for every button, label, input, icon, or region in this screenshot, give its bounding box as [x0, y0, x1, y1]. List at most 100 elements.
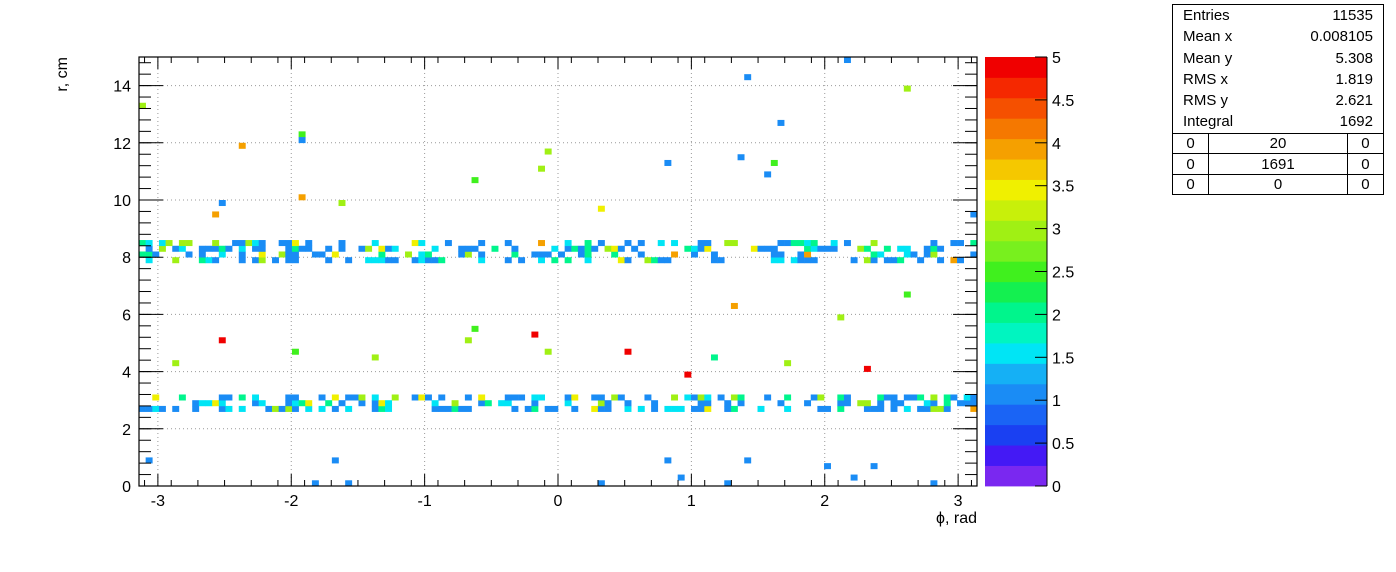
heatmap-cell [298, 245, 306, 252]
stats-row: Mean x 0.008105 [1173, 26, 1383, 47]
stats-cell: 0 [1208, 173, 1348, 195]
heatmap-cell [697, 400, 705, 407]
heatmap-cell [870, 405, 878, 412]
heatmap-cell [544, 348, 552, 355]
palette-swatch [985, 343, 1047, 364]
stats-cell: 20 [1208, 133, 1348, 155]
heatmap-cell [870, 240, 878, 247]
heatmap-cell [218, 405, 226, 412]
palette-tick-label: 5 [1052, 50, 1061, 67]
heatmap-cell [305, 245, 313, 252]
heatmap-cell [385, 245, 393, 252]
heatmap-cell [744, 457, 752, 464]
heatmap-cell [870, 251, 878, 258]
heatmap-cell [611, 245, 619, 252]
heatmap-cell [923, 245, 931, 252]
y-tick-label: 0 [122, 479, 131, 496]
heatmap-cell [418, 394, 426, 401]
heatmap-cell [158, 405, 166, 412]
heatmap-cell [531, 405, 539, 412]
heatmap-cell [691, 394, 698, 401]
heatmap-cell [172, 405, 180, 412]
heatmap-cell [804, 245, 812, 252]
heatmap-cell [225, 394, 233, 401]
heatmap-cell [564, 257, 572, 264]
heatmap-cell [890, 400, 898, 407]
heatmap-cell [358, 245, 366, 252]
palette-swatch [985, 138, 1047, 160]
heatmap-cell [145, 240, 153, 247]
y-axis: 0 2 4 6 8 10 12 14 [113, 62, 977, 496]
heatmap-cell [305, 240, 313, 247]
heatmap-cell [730, 394, 738, 401]
stats-box: Entries 11535 Mean x 0.008105 Mean y 5.308 … [1172, 4, 1384, 196]
heatmap-cell [338, 245, 346, 252]
heatmap-cell [371, 394, 379, 401]
heatmap-cell [897, 257, 905, 264]
heatmap-cell [604, 405, 612, 412]
heatmap-cell [597, 394, 605, 401]
heatmap-cell [252, 400, 260, 407]
heatmap-cell [903, 85, 911, 92]
heatmap-cell [464, 251, 472, 258]
palette-tick-label: 0.5 [1052, 436, 1074, 453]
heatmap-cell [631, 245, 639, 252]
heatmap-cell [378, 400, 386, 407]
heatmap-cell [664, 457, 672, 464]
heatmap-cell [817, 405, 825, 412]
heatmap-cell [458, 245, 466, 252]
heatmap-cell [784, 394, 792, 401]
x-axis: -3 -2 -1 0 1 2 3 [144, 57, 972, 510]
stats-value: 2.621 [1335, 92, 1373, 110]
heatmap-cell [903, 245, 911, 252]
heatmap-cell [238, 394, 246, 401]
heatmap-cell [770, 257, 778, 264]
heatmap-cell [291, 348, 299, 355]
palette-swatch [985, 200, 1047, 221]
heatmap-cell [890, 405, 898, 412]
palette-tick-label: 0 [1052, 479, 1061, 496]
heatmap-cell [252, 394, 260, 401]
heatmap-cell [604, 245, 612, 252]
heatmap-cell [577, 251, 585, 258]
heatmap-cell [139, 102, 146, 109]
heatmap-cell [671, 251, 679, 258]
heatmap-cell [923, 400, 931, 407]
heatmap-cell [391, 394, 399, 401]
heatmap-cell [624, 405, 632, 412]
heatmap-cell [371, 354, 379, 361]
stats-cell: 1691 [1208, 153, 1348, 175]
heatmap-cell [464, 337, 472, 344]
heatmap-cell [744, 74, 752, 81]
heatmap-cell [777, 400, 785, 407]
heatmap-cell [511, 251, 519, 258]
heatmap-cell [810, 394, 818, 401]
heatmap-cell [644, 394, 652, 401]
heatmap-cell [305, 405, 313, 412]
heatmap-cell [258, 240, 266, 247]
heatmap-cell [318, 251, 326, 258]
heatmap-cell [431, 400, 439, 407]
heatmap-cell [378, 257, 386, 264]
palette-swatch [985, 97, 1047, 119]
heatmap-cell [258, 251, 266, 258]
heatmap-cell [671, 394, 679, 401]
heatmap-cell [238, 240, 246, 247]
heatmap-cell [970, 251, 978, 258]
heatmap-cell [252, 240, 260, 247]
heatmap-cell [331, 394, 339, 401]
heatmap-cell [651, 400, 659, 407]
heatmap-cell [431, 405, 439, 412]
heatmap-cell [697, 405, 705, 412]
heatmap-cell [651, 405, 659, 412]
heatmap-cell [664, 159, 672, 166]
y-tick-label: 12 [113, 136, 131, 153]
heatmap-cell [358, 394, 366, 401]
heatmap-cell [810, 257, 818, 264]
heatmap-cell [597, 405, 605, 412]
palette-tick-label: 2.5 [1052, 265, 1074, 282]
heatmap-cell [258, 400, 266, 407]
heatmap-cell [704, 245, 712, 252]
heatmap-cell [411, 257, 419, 264]
